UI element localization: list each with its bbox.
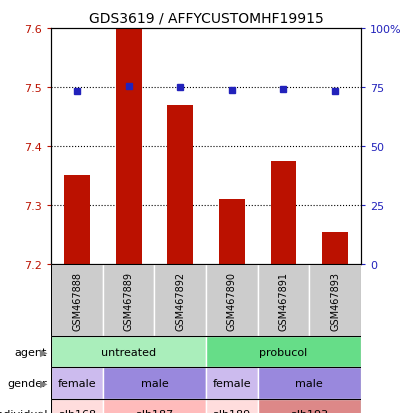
Bar — [51, 368, 103, 399]
Bar — [321, 232, 347, 264]
Text: alb189: alb189 — [212, 409, 250, 413]
Bar — [51, 399, 103, 413]
Text: ▶: ▶ — [40, 378, 47, 388]
Bar — [115, 29, 141, 264]
Bar — [257, 368, 360, 399]
Text: probucol: probucol — [258, 347, 307, 357]
Text: gender: gender — [7, 378, 47, 388]
Bar — [51, 337, 206, 368]
Text: ▶: ▶ — [40, 409, 47, 413]
Bar — [103, 399, 205, 413]
Bar — [103, 264, 154, 337]
Bar — [51, 264, 103, 337]
Text: individual: individual — [0, 409, 47, 413]
Text: GSM467889: GSM467889 — [124, 271, 133, 330]
Bar — [308, 264, 360, 337]
Text: agent: agent — [15, 347, 47, 357]
Text: untreated: untreated — [101, 347, 156, 357]
Bar — [206, 399, 257, 413]
Bar — [206, 337, 360, 368]
Text: GSM467888: GSM467888 — [72, 271, 82, 330]
Bar — [205, 264, 257, 337]
Bar — [154, 264, 206, 337]
Title: GDS3619 / AFFYCUSTOMHF19915: GDS3619 / AFFYCUSTOMHF19915 — [88, 11, 323, 25]
Text: GSM467893: GSM467893 — [329, 271, 339, 330]
Bar — [64, 176, 90, 264]
Text: GSM467892: GSM467892 — [175, 271, 185, 330]
Text: GSM467891: GSM467891 — [278, 271, 288, 330]
Text: female: female — [212, 378, 251, 388]
Bar — [270, 161, 296, 264]
Text: ▶: ▶ — [40, 347, 47, 357]
Text: male: male — [294, 378, 322, 388]
Bar — [257, 399, 360, 413]
Text: alb193: alb193 — [290, 409, 328, 413]
Text: alb168: alb168 — [58, 409, 96, 413]
Bar — [206, 368, 257, 399]
Text: GSM467890: GSM467890 — [226, 271, 236, 330]
Text: alb187: alb187 — [135, 409, 173, 413]
Text: female: female — [58, 378, 96, 388]
Bar — [167, 105, 193, 264]
Text: male: male — [140, 378, 168, 388]
Bar — [257, 264, 308, 337]
Bar — [103, 368, 205, 399]
Bar — [218, 199, 244, 264]
